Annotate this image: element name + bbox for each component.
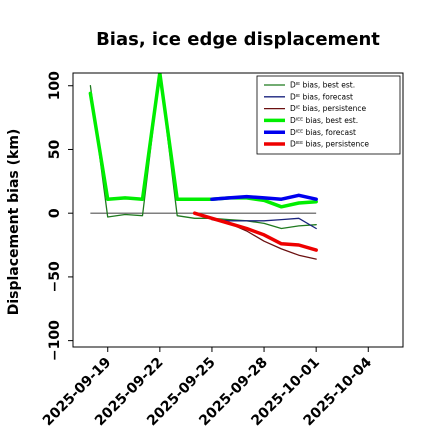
legend-entry: Dᴵᴱᴱ bias, forecast	[290, 128, 356, 137]
y-tick-label: 50	[47, 140, 63, 160]
legend-entry: Dᴵᴱᴱ bias, best est.	[290, 116, 358, 125]
y-axis-label: Displacement bias (km)	[6, 129, 22, 316]
series-line-2	[211, 217, 317, 230]
y-tick-label: −50	[47, 261, 63, 292]
chart-title: Bias, ice edge displacement	[96, 29, 380, 50]
legend-entry: Dᴵᴱ bias, forecast	[290, 92, 353, 101]
plot-frame	[72, 72, 404, 348]
legend-entry: Dᴵᴱ bias, persistence	[290, 104, 366, 113]
series-line-1	[89, 73, 317, 230]
series-line-4	[88, 73, 318, 209]
plot-area	[88, 73, 318, 260]
series-line-5	[210, 193, 318, 201]
legend-entry: Dᴵᴱ bias, best est.	[290, 81, 355, 90]
legend: Dᴵᴱ bias, best est. Dᴵᴱ bias, forecast Dᴵᴱ…	[256, 75, 401, 155]
y-tick-label: 0	[47, 208, 63, 218]
y-tick-label: 100	[47, 71, 63, 100]
y-tick-label: −100	[47, 320, 63, 361]
legend-box	[256, 75, 401, 155]
series-line-6	[192, 211, 318, 252]
legend-entry: Dᴵᴱᴱ bias, persistence	[290, 140, 369, 149]
